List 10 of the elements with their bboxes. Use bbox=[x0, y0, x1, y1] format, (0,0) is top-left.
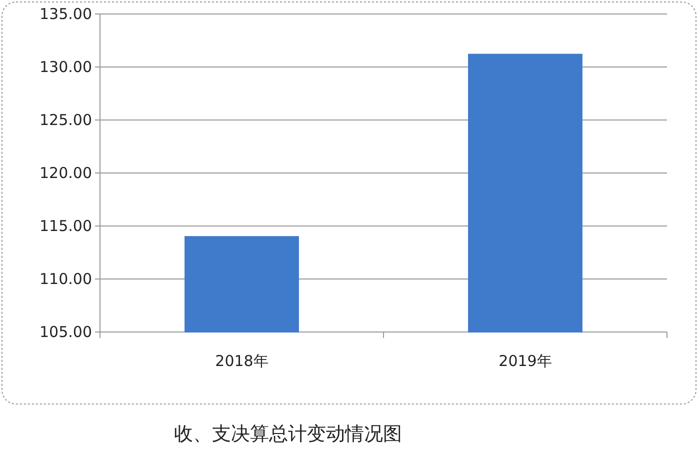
text: 收、支决算总计变动情况图 bbox=[174, 423, 402, 445]
y-tick-label: 110.00 bbox=[40, 270, 92, 288]
y-tick-label: 125.00 bbox=[40, 111, 92, 129]
x-tick-label: 2019年 bbox=[498, 352, 552, 370]
y-tick-label: 115.00 bbox=[40, 217, 92, 235]
x-tick-label: 2018年 bbox=[215, 352, 268, 370]
y-tick-label: 120.00 bbox=[40, 164, 92, 182]
y-tick-label: 135.00 bbox=[40, 5, 92, 23]
y-tick-label: 130.00 bbox=[40, 58, 92, 76]
y-tick-label: 105.00 bbox=[40, 323, 92, 341]
